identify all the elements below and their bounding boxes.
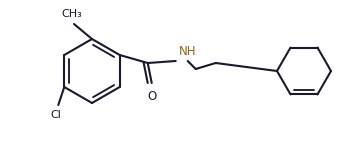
- Text: Cl: Cl: [51, 110, 62, 120]
- Text: CH₃: CH₃: [62, 9, 82, 19]
- Text: O: O: [147, 90, 156, 103]
- Text: NH: NH: [179, 45, 196, 58]
